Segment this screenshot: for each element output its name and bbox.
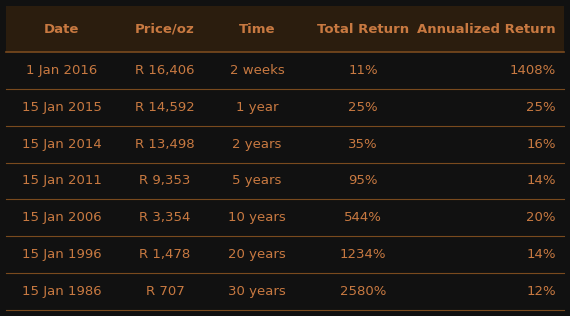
Text: 15 Jan 1996: 15 Jan 1996 xyxy=(22,248,101,261)
Text: 2580%: 2580% xyxy=(340,285,386,298)
Text: R 707: R 707 xyxy=(145,285,184,298)
Text: R 16,406: R 16,406 xyxy=(135,64,194,77)
Text: Date: Date xyxy=(44,23,79,36)
Text: R 9,353: R 9,353 xyxy=(139,174,190,187)
Text: 1 year: 1 year xyxy=(236,101,278,114)
Text: 5 years: 5 years xyxy=(233,174,282,187)
Text: 12%: 12% xyxy=(526,285,556,298)
Text: 2 years: 2 years xyxy=(233,138,282,151)
Text: 15 Jan 1986: 15 Jan 1986 xyxy=(22,285,101,298)
Text: 35%: 35% xyxy=(348,138,378,151)
Text: 25%: 25% xyxy=(526,101,556,114)
Text: 16%: 16% xyxy=(526,138,556,151)
Text: Time: Time xyxy=(239,23,275,36)
Text: 11%: 11% xyxy=(348,64,378,77)
Text: 20 years: 20 years xyxy=(228,248,286,261)
Text: 25%: 25% xyxy=(348,101,378,114)
Text: R 14,592: R 14,592 xyxy=(135,101,195,114)
Text: 95%: 95% xyxy=(348,174,378,187)
Text: 10 years: 10 years xyxy=(228,211,286,224)
Text: 30 years: 30 years xyxy=(228,285,286,298)
Text: 15 Jan 2015: 15 Jan 2015 xyxy=(22,101,101,114)
Text: 15 Jan 2006: 15 Jan 2006 xyxy=(22,211,101,224)
Text: 2 weeks: 2 weeks xyxy=(230,64,284,77)
Text: 20%: 20% xyxy=(526,211,556,224)
Text: R 3,354: R 3,354 xyxy=(139,211,190,224)
Text: R 13,498: R 13,498 xyxy=(135,138,195,151)
Text: 15 Jan 2014: 15 Jan 2014 xyxy=(22,138,101,151)
Text: 1234%: 1234% xyxy=(340,248,386,261)
Text: R 1,478: R 1,478 xyxy=(139,248,190,261)
Text: Total Return: Total Return xyxy=(317,23,409,36)
Text: 14%: 14% xyxy=(526,248,556,261)
Text: 1 Jan 2016: 1 Jan 2016 xyxy=(26,64,97,77)
FancyBboxPatch shape xyxy=(6,6,564,52)
Text: 544%: 544% xyxy=(344,211,382,224)
Text: 15 Jan 2011: 15 Jan 2011 xyxy=(22,174,101,187)
Text: Annualized Return: Annualized Return xyxy=(417,23,556,36)
Text: Price/oz: Price/oz xyxy=(135,23,195,36)
Text: 1408%: 1408% xyxy=(510,64,556,77)
Text: 14%: 14% xyxy=(526,174,556,187)
